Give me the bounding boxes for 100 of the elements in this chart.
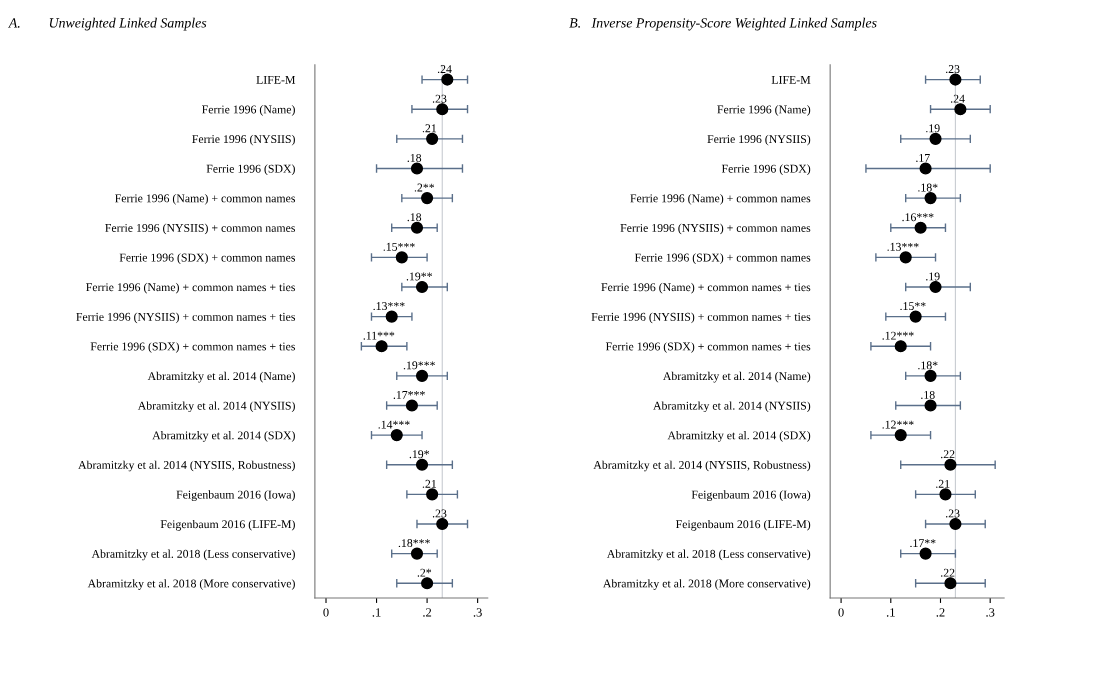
point bbox=[894, 429, 907, 442]
data-label: .21 bbox=[422, 479, 437, 488]
x-tick-label: 0 bbox=[838, 608, 844, 617]
data-label: .19** bbox=[406, 272, 432, 281]
point bbox=[924, 369, 937, 382]
y-tick-label: LIFE-M bbox=[771, 75, 811, 84]
data-label: .24 bbox=[951, 94, 965, 103]
point bbox=[421, 192, 434, 205]
y-tick-label: Feigenbaum 2016 (Iowa) bbox=[691, 490, 811, 501]
point bbox=[436, 517, 449, 531]
y-tick-label: Abramitzky et al. 2014 (NYSIIS) bbox=[137, 401, 295, 413]
data-label: .19 bbox=[926, 124, 940, 133]
y-tick-label: Ferrie 1996 (NYSIIS) + common names bbox=[620, 223, 811, 235]
point bbox=[924, 399, 937, 412]
data-label: .18*** bbox=[398, 539, 430, 548]
point bbox=[441, 73, 454, 86]
point bbox=[944, 577, 957, 590]
y-tick-label: Ferrie 1996 (Name) + common names + ties bbox=[86, 282, 296, 294]
point bbox=[929, 280, 942, 294]
point bbox=[899, 251, 912, 264]
x-tick-label: 0 bbox=[323, 608, 329, 617]
data-label: .24 bbox=[437, 65, 452, 74]
point bbox=[410, 162, 424, 175]
point bbox=[949, 517, 962, 531]
y-tick-label: Ferrie 1996 (Name) bbox=[202, 105, 295, 116]
y-tick-label: Abramitzky et al. 2018 (Less conservative) bbox=[91, 549, 295, 561]
data-label: .14*** bbox=[378, 420, 410, 429]
point bbox=[415, 280, 429, 294]
point bbox=[410, 547, 424, 560]
text: A. Unweighted Linked Samples bbox=[8, 17, 207, 31]
point bbox=[385, 310, 398, 323]
y-tick-label: Abramitzky et al. 2014 (SDX) bbox=[152, 431, 295, 442]
y-tick-label: Ferrie 1996 (Name) bbox=[717, 105, 811, 116]
point bbox=[436, 103, 449, 116]
data-label: .23 bbox=[946, 509, 960, 518]
data-label: .18* bbox=[918, 183, 938, 192]
data-label: .19 bbox=[926, 272, 940, 281]
point bbox=[909, 310, 922, 323]
point bbox=[894, 340, 907, 353]
data-label: .18 bbox=[407, 153, 422, 162]
y-tick-label: Abramitzky et al. 2014 (NYSIIS, Robustness) bbox=[78, 460, 295, 472]
point bbox=[421, 577, 434, 590]
point bbox=[415, 458, 429, 471]
data-label: .21 bbox=[422, 124, 437, 133]
data-label: .13*** bbox=[373, 302, 405, 311]
y-tick-label: Ferrie 1996 (NYSIIS) + common names bbox=[105, 223, 296, 235]
x-tick-label: .1 bbox=[372, 608, 381, 617]
y-tick-label: Ferrie 1996 (NYSIIS) + common names + ties bbox=[591, 312, 811, 324]
y-tick-label: Abramitzky et al. 2018 (More conservative) bbox=[87, 579, 295, 590]
chart-title: B. Inverse Propensity-Score Weighted Linked Samples bbox=[569, 17, 877, 31]
point bbox=[426, 488, 439, 501]
y-tick-label: Abramitzky et al. 2014 (Name) bbox=[662, 371, 811, 383]
point bbox=[914, 221, 927, 234]
point bbox=[919, 162, 932, 175]
point bbox=[924, 192, 937, 205]
data-label: .23 bbox=[432, 94, 447, 103]
y-tick-label: Abramitzky et al. 2018 (More conservative) bbox=[602, 579, 811, 590]
data-label: .21 bbox=[936, 479, 950, 488]
data-label: .17** bbox=[910, 539, 936, 548]
data-label: .16*** bbox=[902, 213, 934, 222]
data-label: .18 bbox=[407, 213, 422, 222]
y-tick-label: Ferrie 1996 (SDX) + common names bbox=[634, 253, 811, 264]
data-label: .13*** bbox=[887, 242, 919, 251]
data-label: .18 bbox=[921, 390, 935, 399]
y-tick-label: Ferrie 1996 (SDX) bbox=[206, 164, 295, 176]
data-label: .2** bbox=[414, 183, 435, 192]
y-tick-label: Ferrie 1996 (SDX) + common names + ties bbox=[605, 342, 811, 353]
x-tick-label: .2 bbox=[423, 608, 432, 617]
x-tick-label: .2 bbox=[936, 608, 945, 617]
data-label: .22 bbox=[941, 568, 955, 577]
point bbox=[939, 488, 952, 501]
point bbox=[426, 132, 439, 145]
data-label: .2* bbox=[417, 568, 432, 577]
point bbox=[390, 429, 403, 442]
y-tick-label: Ferrie 1996 (NYSIIS) bbox=[707, 134, 811, 146]
data-label: .17 bbox=[916, 153, 930, 162]
y-tick-label: Ferrie 1996 (Name) + common names + ties bbox=[601, 282, 811, 294]
point bbox=[949, 73, 962, 86]
point bbox=[375, 340, 388, 353]
data-label: .19* bbox=[409, 450, 430, 459]
point bbox=[415, 369, 429, 382]
y-tick-label: Ferrie 1996 (SDX) + common names bbox=[119, 253, 296, 264]
point bbox=[919, 547, 932, 560]
y-tick-label: Feigenbaum 2016 (LIFE-M) bbox=[675, 519, 811, 531]
y-tick-label: Ferrie 1996 (NYSIIS) bbox=[192, 134, 295, 146]
y-tick-label: Feigenbaum 2016 (Iowa) bbox=[176, 490, 295, 501]
x-tick-label: .3 bbox=[473, 608, 482, 617]
data-label: .15*** bbox=[383, 242, 415, 251]
data-label: .19*** bbox=[403, 361, 435, 370]
data-label: .17*** bbox=[393, 391, 425, 399]
data-label: .11*** bbox=[363, 331, 395, 340]
x-tick-label: .3 bbox=[986, 608, 995, 617]
y-tick-label: LIFE-M bbox=[256, 75, 296, 84]
y-tick-label: Ferrie 1996 (SDX) + common names + ties bbox=[90, 342, 296, 353]
data-label: .12*** bbox=[882, 420, 914, 429]
data-label: .18* bbox=[918, 361, 938, 370]
point bbox=[944, 458, 957, 471]
y-tick-label: Ferrie 1996 (Name) + common names bbox=[630, 193, 811, 205]
data-label: .12*** bbox=[882, 331, 914, 340]
data-label: .22 bbox=[941, 450, 955, 459]
